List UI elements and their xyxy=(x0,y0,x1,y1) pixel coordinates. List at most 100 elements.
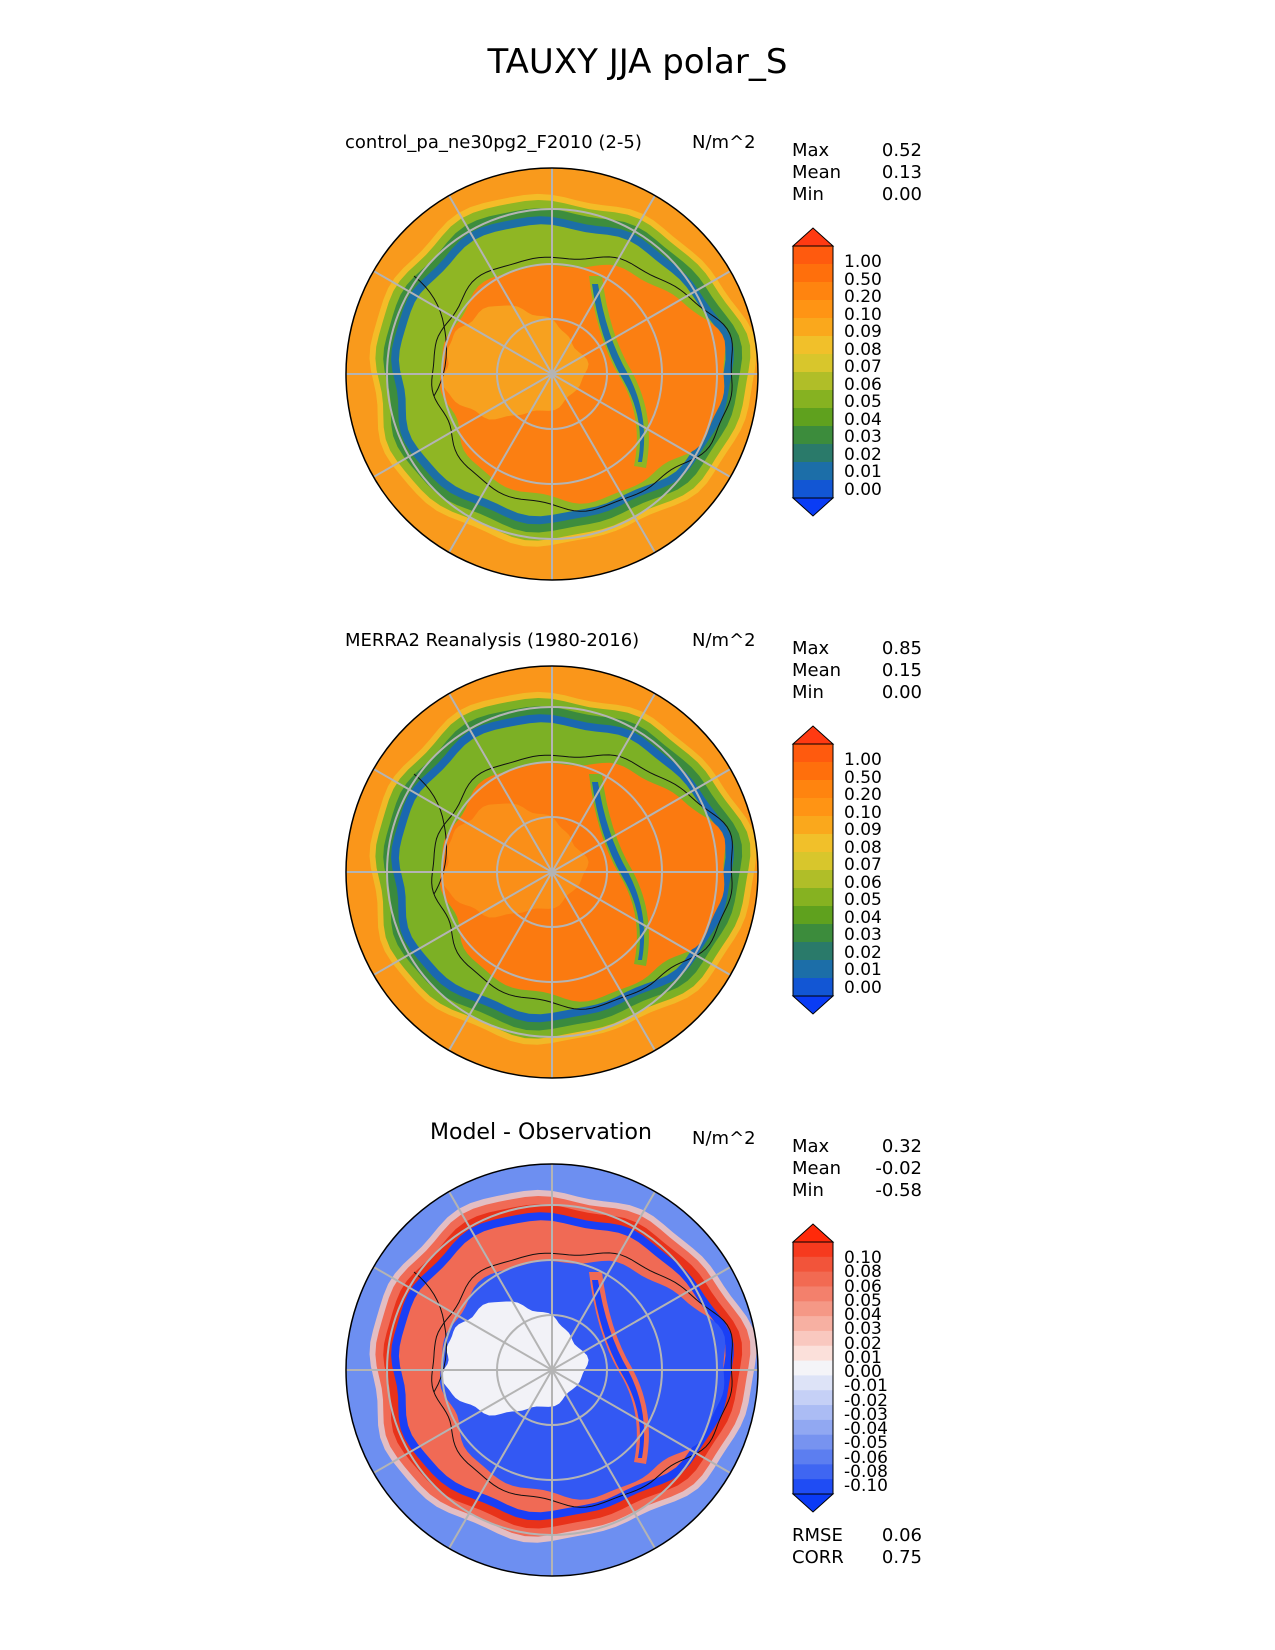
colorbar-swatch xyxy=(793,390,833,409)
colorbar-swatch xyxy=(793,942,833,961)
colorbar-swatch xyxy=(793,1345,833,1362)
colorbar-swatch xyxy=(793,372,833,391)
colorbar-extend-max xyxy=(791,725,835,745)
colorbar-swatch xyxy=(793,480,833,499)
stat-label: Min xyxy=(792,1180,824,1201)
meridian-line xyxy=(373,768,731,976)
stat-min: 0.00 xyxy=(881,184,922,205)
stat-max: 0.85 xyxy=(881,638,922,659)
colorbar-swatch xyxy=(793,834,833,853)
colorbar-tick-label: 0.04 xyxy=(844,1305,882,1325)
stat-mean: -0.02 xyxy=(875,1158,922,1179)
map-boundary xyxy=(345,665,759,1079)
panel-title: control_pa_ne30pg2_F2010 (2-5) xyxy=(345,132,642,153)
colorbar-tick-label: -0.10 xyxy=(844,1476,888,1496)
colorbar-swatch xyxy=(793,1242,833,1258)
colorbar-tick-label: -0.02 xyxy=(844,1390,888,1411)
colorbar-swatch xyxy=(793,762,833,781)
colorbar-swatch xyxy=(793,282,833,301)
stats-block: Max 0.85 Mean 0.15 Min 0.00 xyxy=(792,638,922,704)
corr-label: CORR xyxy=(792,1547,844,1568)
rmse-value: 0.06 xyxy=(881,1525,922,1546)
colorbar-tick-label: 0.01 xyxy=(844,960,882,981)
colorbar-swatch xyxy=(793,1464,833,1480)
coastline xyxy=(431,754,733,1010)
colorbar-tick-label: 0.50 xyxy=(844,767,882,788)
colorbar-swatch xyxy=(793,1301,833,1317)
colorbar-swatch xyxy=(793,888,833,907)
colorbar-swatch xyxy=(793,300,833,319)
colorbar-extend-min xyxy=(791,497,835,517)
colorbar-extend-max xyxy=(791,1223,835,1243)
colorbar-tick-label: 0.03 xyxy=(844,427,882,448)
colorbar-swatch xyxy=(793,1449,833,1465)
stat-min: 0.00 xyxy=(881,682,922,703)
colorbar-swatch xyxy=(793,1390,833,1406)
colorbar-tick-label: 0.07 xyxy=(844,855,882,876)
colorbar-swatch xyxy=(793,426,833,445)
interior-streak-core xyxy=(592,1280,645,1458)
colorbar xyxy=(791,725,835,1015)
diff-metrics: RMSE 0.06 CORR 0.75 xyxy=(792,1525,922,1569)
units-label: N/m^2 xyxy=(692,132,756,153)
units-label: N/m^2 xyxy=(692,630,756,651)
colorbar-swatch xyxy=(793,462,833,481)
colorbar-swatch xyxy=(793,246,833,265)
stat-max: 0.32 xyxy=(881,1136,922,1157)
colorbar-tick-label: 0.05 xyxy=(844,392,882,413)
colorbar-swatch xyxy=(793,408,833,427)
meridian-line xyxy=(373,1266,731,1474)
colorbar-extend-max xyxy=(791,227,835,247)
colorbar-swatch xyxy=(793,1434,833,1451)
colorbar-swatch xyxy=(793,780,833,799)
panel-observation: MERRA2 Reanalysis (1980-2016) N/m^2 Max 0… xyxy=(0,630,1275,1110)
colorbar-tick-label: 0.06 xyxy=(844,1276,882,1297)
colorbar-swatch xyxy=(793,1419,833,1436)
colorbar-swatch xyxy=(793,318,833,337)
colorbar-tick-label: 0.01 xyxy=(844,1347,882,1368)
map-boundary xyxy=(345,167,759,581)
colorbar-swatch xyxy=(793,336,833,355)
colorbar-tick-label: 0.05 xyxy=(844,1290,882,1311)
colorbar-swatch xyxy=(793,1360,833,1376)
coastline xyxy=(431,1252,733,1508)
colorbar-tick-label: -0.06 xyxy=(844,1447,888,1468)
colorbar xyxy=(791,227,835,517)
panel-title: Model - Observation xyxy=(430,1120,652,1145)
colorbar-swatch xyxy=(793,1286,833,1302)
polar-map xyxy=(345,1163,759,1577)
colorbar-tick-label: 0.50 xyxy=(844,269,882,290)
stat-label: Mean xyxy=(792,1158,842,1179)
stat-label: Min xyxy=(792,184,824,205)
polar-map xyxy=(345,665,759,1079)
colorbar-tick-label: 0.05 xyxy=(844,890,882,911)
corr-value: 0.75 xyxy=(881,1547,922,1568)
colorbar-tick-label: 0.08 xyxy=(844,837,882,858)
colorbar-tick-label: 0.10 xyxy=(844,1248,882,1268)
colorbar-tick-label: 0.02 xyxy=(844,444,882,465)
colorbar-swatch xyxy=(793,1256,833,1273)
colorbar-tick-label: 0.08 xyxy=(844,1262,882,1283)
colorbar-tick-label: -0.04 xyxy=(844,1419,888,1439)
colorbar-swatch xyxy=(793,960,833,979)
colorbar-swatch xyxy=(793,744,833,763)
units-label: N/m^2 xyxy=(692,1128,756,1149)
colorbar-swatch xyxy=(793,264,833,283)
colorbar-tick-label: 0.00 xyxy=(844,1362,882,1382)
colorbar xyxy=(791,1223,835,1513)
colorbar-frame xyxy=(792,245,834,499)
colorbar-swatch xyxy=(793,816,833,835)
colorbar-extend-min xyxy=(791,995,835,1015)
colorbar-tick-label: -0.08 xyxy=(844,1461,888,1482)
figure-title: TAUXY JJA polar_S xyxy=(487,42,788,82)
colorbar-tick-label: 0.09 xyxy=(844,820,882,841)
stat-min: -0.58 xyxy=(875,1180,922,1201)
colorbar-tick-label: -0.05 xyxy=(844,1433,888,1454)
colorbar-tick-label: 0.00 xyxy=(844,978,882,998)
panel-difference: Model - Observation N/m^2 Max 0.32 Mean -0… xyxy=(0,1120,1275,1608)
colorbar-swatch xyxy=(793,1375,833,1391)
colorbar-tick-label: 0.03 xyxy=(844,925,882,946)
colorbar-swatch xyxy=(793,798,833,817)
polar-map xyxy=(345,167,759,581)
colorbar-tick-label: 0.02 xyxy=(844,942,882,963)
